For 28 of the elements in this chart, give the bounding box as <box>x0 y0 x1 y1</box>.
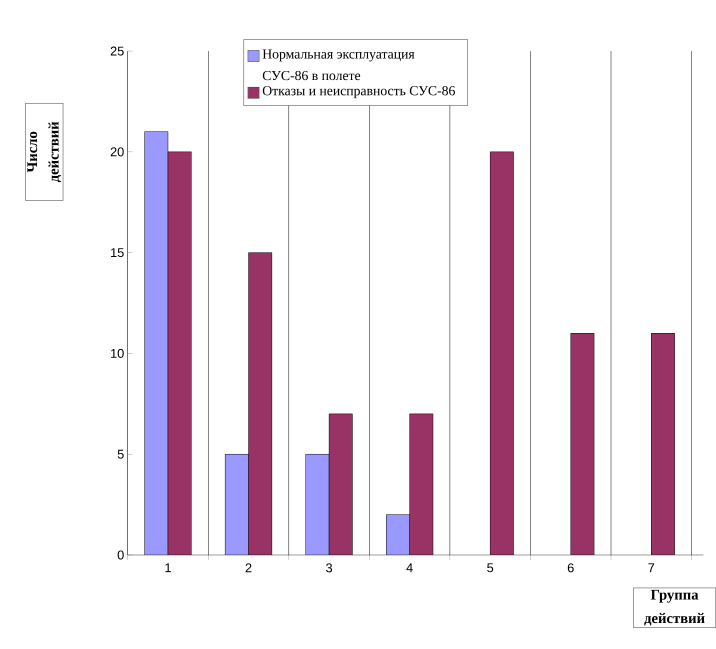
legend-label: Нормальная эксплуатация СУС-86 в полете <box>262 49 414 80</box>
y-tick-label: 5 <box>118 450 124 459</box>
bar <box>410 414 433 555</box>
y-axis-title: Число действий <box>27 122 62 182</box>
bar <box>329 414 352 555</box>
x-axis-title: Группа действий <box>644 590 705 626</box>
y-tick-label: 10 <box>111 348 124 358</box>
y-tick-label: 15 <box>111 248 124 257</box>
y-tick-label: 25 <box>110 46 124 56</box>
x-tick-label: 7 <box>648 563 654 572</box>
bar <box>248 252 272 555</box>
bar <box>490 152 514 555</box>
x-tick-label: 2 <box>246 563 252 572</box>
bar <box>651 332 675 555</box>
bar <box>386 514 410 555</box>
y-tick-label: 20 <box>110 147 124 156</box>
bar <box>168 152 192 555</box>
bar <box>225 454 249 555</box>
x-tick-label: 5 <box>487 563 494 572</box>
x-tick-label: 4 <box>406 563 413 572</box>
y-tick-label: 0 <box>118 550 124 560</box>
x-tick-label: 6 <box>568 563 574 572</box>
bar <box>306 454 330 555</box>
bar <box>144 132 168 555</box>
bar <box>570 333 594 555</box>
legend-label: Отказы и неисправность СУС-86 <box>262 86 455 98</box>
x-tick-label: 3 <box>326 563 332 572</box>
x-tick-label: 1 <box>165 563 171 572</box>
